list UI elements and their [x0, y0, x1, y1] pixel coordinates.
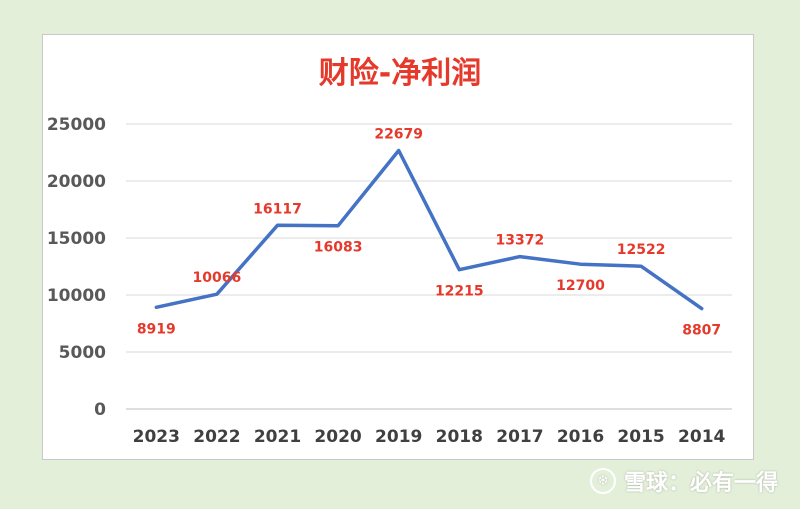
y-tick-label: 20000 [47, 172, 106, 192]
x-tick-label: 2020 [314, 427, 361, 447]
x-tick-label: 2016 [557, 427, 604, 447]
x-axis-ticks: 2023 2022 2021 2020 2019 2018 2017 2016 2015 2014 [133, 427, 726, 447]
y-axis-ticks: 0 5000 10000 15000 20000 25000 [47, 115, 106, 420]
x-tick-label: 2018 [436, 427, 483, 447]
chart-title: 财险-净利润 [318, 56, 482, 91]
y-tick-label: 25000 [47, 115, 106, 135]
data-label: 16083 [314, 240, 363, 256]
watermark: ❄ 雪球：必有一得 [589, 465, 778, 497]
y-tick-label: 10000 [47, 286, 106, 306]
gridlines [126, 123, 732, 410]
y-tick-label: 5000 [59, 343, 106, 363]
x-tick-label: 2022 [193, 427, 240, 447]
x-tick-label: 2023 [133, 427, 180, 447]
x-tick-label: 2019 [375, 427, 422, 447]
data-label: 13372 [496, 233, 545, 249]
data-label: 12522 [617, 242, 666, 258]
y-tick-label: 15000 [47, 229, 106, 249]
data-label: 10066 [193, 270, 242, 286]
x-tick-label: 2015 [617, 427, 664, 447]
data-label: 8807 [682, 323, 721, 339]
data-label: 12700 [556, 278, 605, 294]
series-line [154, 148, 704, 311]
snowball-logo-icon: ❄ [589, 468, 616, 494]
chart-card [42, 34, 754, 460]
y-tick-label: 0 [94, 400, 106, 420]
x-tick-label: 2017 [496, 427, 543, 447]
data-labels: 8919 10066 16117 16083 22679 12215 13372 12700 1… [137, 126, 721, 338]
data-label: 8919 [137, 321, 176, 337]
data-label: 16117 [253, 201, 302, 217]
watermark-text: 雪球：必有一得 [623, 471, 778, 496]
data-label: 22679 [374, 126, 423, 142]
x-tick-label: 2021 [254, 427, 301, 447]
x-tick-label: 2014 [678, 427, 725, 447]
series-group [154, 148, 704, 311]
data-label: 12215 [435, 284, 484, 300]
